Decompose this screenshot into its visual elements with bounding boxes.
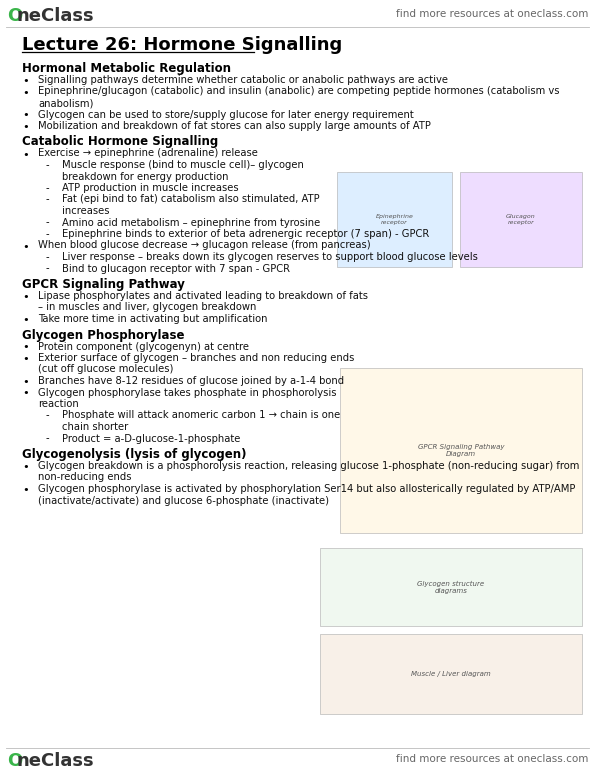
- Text: •: •: [22, 76, 29, 86]
- Text: GPCR Signaling Pathway: GPCR Signaling Pathway: [22, 278, 185, 291]
- Text: Glycogen phosphorylase takes phosphate in phosphorolysis: Glycogen phosphorylase takes phosphate i…: [38, 387, 337, 397]
- Text: -: -: [46, 183, 49, 193]
- Text: Mobilization and breakdown of fat stores can also supply large amounts of ATP: Mobilization and breakdown of fat stores…: [38, 121, 431, 131]
- Text: Lipase phosphorylates and activated leading to breakdown of fats: Lipase phosphorylates and activated lead…: [38, 291, 368, 301]
- FancyBboxPatch shape: [337, 172, 452, 267]
- Text: find more resources at oneclass.com: find more resources at oneclass.com: [396, 9, 588, 19]
- Text: -: -: [46, 252, 49, 262]
- Text: chain shorter: chain shorter: [62, 422, 129, 432]
- Text: Glycogenolysis (lysis of glycogen): Glycogenolysis (lysis of glycogen): [22, 448, 246, 461]
- Text: •: •: [22, 485, 29, 495]
- Text: •: •: [22, 242, 29, 252]
- FancyBboxPatch shape: [460, 172, 582, 267]
- Text: Bind to glucagon receptor with 7 span - GPCR: Bind to glucagon receptor with 7 span - …: [62, 263, 290, 273]
- Text: -: -: [46, 195, 49, 205]
- Text: O: O: [7, 7, 22, 25]
- Text: •: •: [22, 315, 29, 325]
- Text: GPCR Signaling Pathway
Diagram: GPCR Signaling Pathway Diagram: [418, 444, 504, 457]
- Text: ATP production in muscle increases: ATP production in muscle increases: [62, 183, 239, 193]
- Text: Glycogen structure
diagrams: Glycogen structure diagrams: [418, 581, 484, 594]
- Text: – in muscles and liver, glycogen breakdown: – in muscles and liver, glycogen breakdo…: [38, 303, 256, 313]
- Text: Glycogen Phosphorylase: Glycogen Phosphorylase: [22, 329, 184, 342]
- Text: •: •: [22, 354, 29, 364]
- Text: anabolism): anabolism): [38, 98, 93, 108]
- Text: Epinephrine/glucagon (catabolic) and insulin (anabolic) are competing peptide ho: Epinephrine/glucagon (catabolic) and ins…: [38, 86, 559, 96]
- Text: •: •: [22, 122, 29, 132]
- Text: •: •: [22, 343, 29, 353]
- Text: •: •: [22, 292, 29, 302]
- Text: •: •: [22, 462, 29, 472]
- Text: -: -: [46, 410, 49, 420]
- Text: Branches have 8-12 residues of glucose joined by a-1-4 bond: Branches have 8-12 residues of glucose j…: [38, 376, 344, 386]
- Text: (cut off glucose molecules): (cut off glucose molecules): [38, 364, 173, 374]
- Text: Liver response – breaks down its glycogen reserves to support blood glucose leve: Liver response – breaks down its glycoge…: [62, 252, 478, 262]
- Text: -: -: [46, 434, 49, 444]
- Text: Epinephrine
receptor: Epinephrine receptor: [375, 214, 414, 225]
- Text: •: •: [22, 149, 29, 159]
- FancyBboxPatch shape: [340, 368, 582, 533]
- Text: (inactivate/activate) and glucose 6-phosphate (inactivate): (inactivate/activate) and glucose 6-phos…: [38, 496, 329, 505]
- Text: Muscle / Liver diagram: Muscle / Liver diagram: [411, 671, 491, 677]
- Text: Glucagon
receptor: Glucagon receptor: [506, 214, 536, 225]
- Text: Amino acid metabolism – epinephrine from tyrosine: Amino acid metabolism – epinephrine from…: [62, 217, 320, 227]
- Text: Exercise → epinephrine (adrenaline) release: Exercise → epinephrine (adrenaline) rele…: [38, 149, 258, 159]
- Text: -: -: [46, 160, 49, 170]
- Text: Product = a-D-glucose-1-phosphate: Product = a-D-glucose-1-phosphate: [62, 434, 240, 444]
- Text: neClass: neClass: [17, 7, 95, 25]
- Text: •: •: [22, 377, 29, 387]
- Text: •: •: [22, 389, 29, 399]
- FancyBboxPatch shape: [320, 548, 582, 626]
- Text: Hormonal Metabolic Regulation: Hormonal Metabolic Regulation: [22, 62, 231, 75]
- Text: neClass: neClass: [17, 752, 95, 770]
- Text: increases: increases: [62, 206, 109, 216]
- Text: When blood glucose decrease → glucagon release (from pancreas): When blood glucose decrease → glucagon r…: [38, 240, 371, 250]
- Text: Exterior surface of glycogen – branches and non reducing ends: Exterior surface of glycogen – branches …: [38, 353, 355, 363]
- Text: Muscle response (bind to muscle cell)– glycogen: Muscle response (bind to muscle cell)– g…: [62, 160, 304, 170]
- Text: Catabolic Hormone Signalling: Catabolic Hormone Signalling: [22, 136, 218, 149]
- FancyBboxPatch shape: [320, 634, 582, 714]
- Text: Signalling pathways determine whether catabolic or anabolic pathways are active: Signalling pathways determine whether ca…: [38, 75, 448, 85]
- Text: -: -: [46, 229, 49, 239]
- Text: Lecture 26: Hormone Signalling: Lecture 26: Hormone Signalling: [22, 36, 342, 54]
- Text: •: •: [22, 88, 29, 98]
- Text: Glycogen can be used to store/supply glucose for later energy requirement: Glycogen can be used to store/supply glu…: [38, 109, 414, 119]
- Text: Glycogen breakdown is a phosphorolysis reaction, releasing glucose 1-phosphate (: Glycogen breakdown is a phosphorolysis r…: [38, 461, 580, 471]
- Text: O: O: [7, 752, 22, 770]
- Text: Take more time in activating but amplification: Take more time in activating but amplifi…: [38, 314, 268, 324]
- Text: Protein component (glycogenyn) at centre: Protein component (glycogenyn) at centre: [38, 342, 249, 351]
- Text: find more resources at oneclass.com: find more resources at oneclass.com: [396, 754, 588, 764]
- Text: reaction: reaction: [38, 399, 79, 409]
- Text: -: -: [46, 263, 49, 273]
- Text: breakdown for energy production: breakdown for energy production: [62, 172, 228, 182]
- Text: Glycogen phosphorylase is activated by phosphorylation Ser14 but also allosteric: Glycogen phosphorylase is activated by p…: [38, 484, 575, 494]
- Text: -: -: [46, 217, 49, 227]
- Text: Epinephrine binds to exterior of beta adrenergic receptor (7 span) - GPCR: Epinephrine binds to exterior of beta ad…: [62, 229, 429, 239]
- Text: Fat (epi bind to fat) catabolism also stimulated, ATP: Fat (epi bind to fat) catabolism also st…: [62, 195, 320, 205]
- Text: Phosphate will attack anomeric carbon 1 → chain is one: Phosphate will attack anomeric carbon 1 …: [62, 410, 340, 420]
- Text: •: •: [22, 111, 29, 120]
- Text: non-reducing ends: non-reducing ends: [38, 473, 131, 483]
